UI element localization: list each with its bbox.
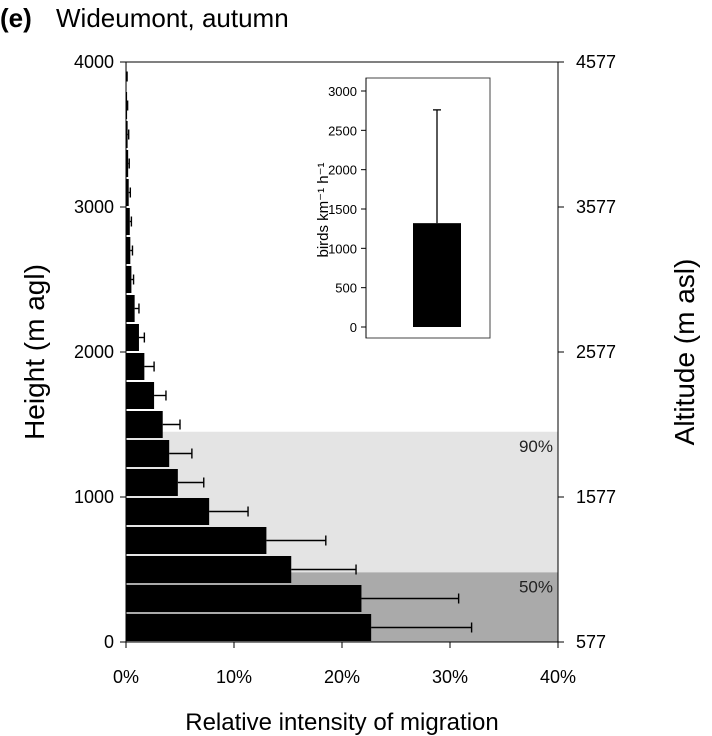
inset-y-tick-label: 2500 (328, 123, 357, 138)
right-y-tick-label: 1577 (576, 487, 616, 507)
x-tick-label: 0% (113, 667, 139, 687)
x-tick-label: 30% (432, 667, 468, 687)
inset-y-tick-label: 3000 (328, 84, 357, 99)
inset-y-axis-ticks: 0 500 1000 1500 2000 2500 3000 (328, 84, 366, 335)
left-y-tick-label: 3000 (74, 197, 114, 217)
right-y-tick-label: 3577 (576, 197, 616, 217)
inset-y-tick-label: 2000 (328, 163, 357, 178)
inset-chart: 0 500 1000 1500 2000 2500 3000 birds km⁻¹ h⁻¹ (315, 77, 491, 339)
x-axis-label: Relative intensity of migration (185, 709, 498, 736)
bar (126, 498, 210, 525)
error-bar-layer (126, 71, 473, 633)
bar (126, 353, 145, 380)
x-tick-label: 20% (324, 667, 360, 687)
x-axis-ticks: 0% 10% 20% 30% 40% (113, 642, 576, 687)
inset-y-axis-label: birds km⁻¹ h⁻¹ (315, 162, 332, 257)
bar (126, 208, 130, 235)
bar (126, 527, 267, 554)
right-y-axis-label: Altitude (m asl) (669, 259, 700, 446)
right-y-tick-label: 577 (576, 632, 606, 652)
bar (126, 92, 128, 119)
bar (126, 150, 129, 177)
band-label-layer: 90% 50% (519, 437, 553, 597)
band-label-1: 50% (519, 577, 553, 596)
band-label-0: 90% (519, 437, 553, 456)
bar-layer (126, 63, 372, 641)
bar (126, 556, 292, 583)
left-y-axis-ticks: 0 1000 2000 3000 4000 (74, 52, 126, 652)
bar (126, 585, 362, 612)
right-y-tick-label: 2577 (576, 342, 616, 362)
right-y-tick-label: 4577 (576, 52, 616, 72)
inset-bar (413, 223, 461, 327)
left-y-axis-label: Height (m agl) (19, 264, 50, 440)
bar (126, 324, 139, 351)
inset-bar-layer (413, 109, 461, 327)
left-y-tick-label: 0 (104, 632, 114, 652)
inset-y-tick-label: 1000 (328, 241, 357, 256)
bar (126, 179, 129, 206)
right-y-axis-ticks: 577 1577 2577 3577 4577 (558, 52, 616, 652)
chart-title: Wideumont, autumn (56, 3, 289, 33)
inset-y-tick-label: 0 (350, 320, 357, 335)
x-tick-label: 10% (216, 667, 252, 687)
inset-y-tick-label: 1500 (328, 202, 357, 217)
bar (126, 266, 132, 293)
bar (126, 469, 178, 496)
bar (126, 237, 131, 264)
left-y-tick-label: 4000 (74, 52, 114, 72)
x-tick-label: 40% (540, 667, 576, 687)
bar (126, 614, 372, 641)
inset-y-tick-label: 500 (335, 281, 357, 296)
panel-label: (e) (0, 3, 32, 33)
bar (126, 121, 128, 148)
bar (126, 382, 155, 409)
left-y-tick-label: 2000 (74, 342, 114, 362)
bar (126, 411, 163, 438)
left-y-tick-label: 1000 (74, 487, 114, 507)
bar (126, 295, 135, 322)
bar (126, 440, 170, 467)
